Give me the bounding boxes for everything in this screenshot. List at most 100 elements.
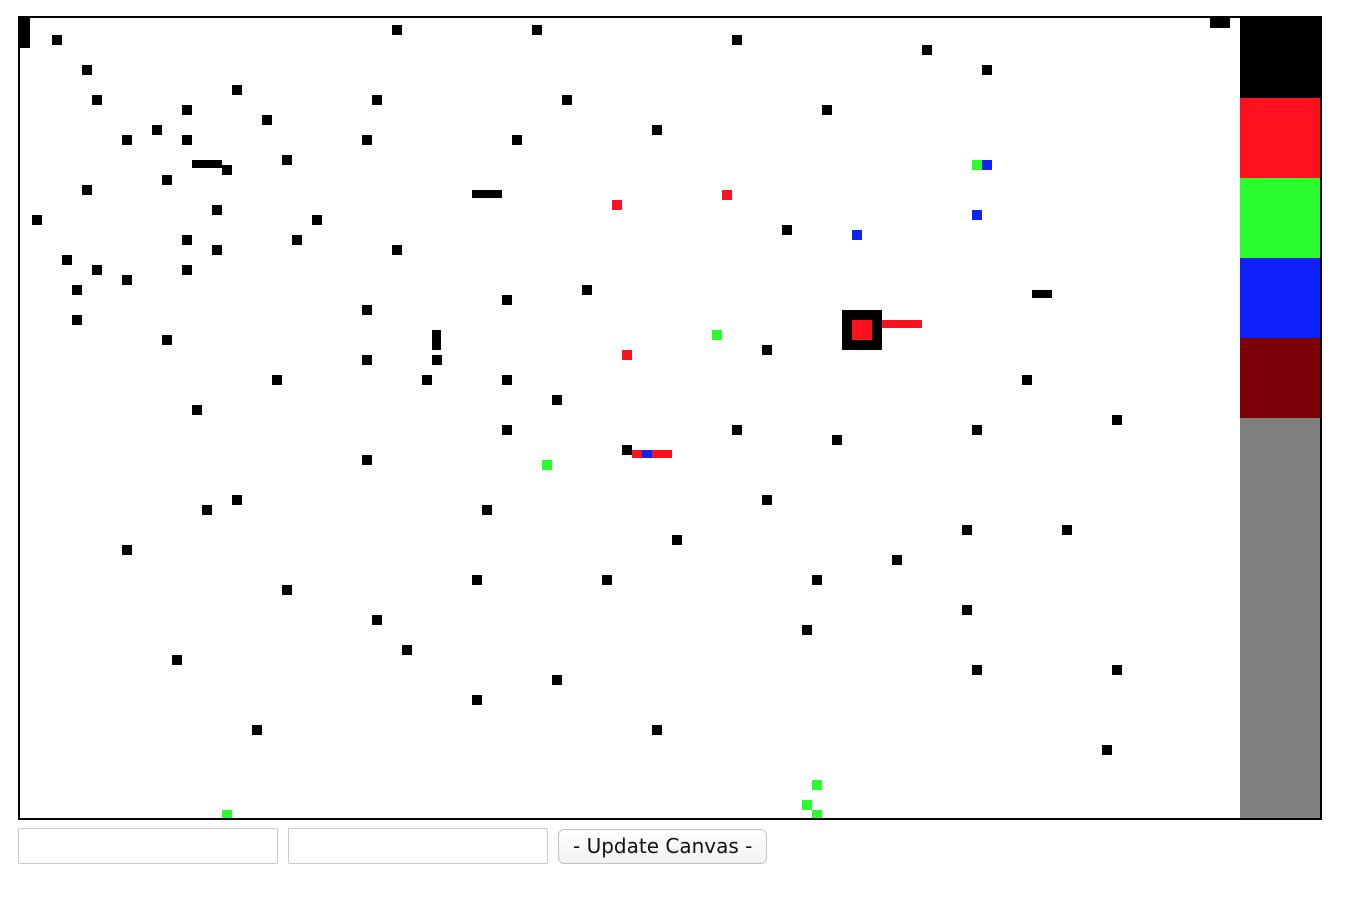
pixel-black	[182, 135, 192, 145]
pixel-green	[812, 810, 822, 818]
pixel-black	[972, 425, 982, 435]
pixel-green	[542, 460, 552, 470]
pixel-black	[602, 575, 612, 585]
pixel-black	[832, 435, 842, 445]
pixel-black	[472, 695, 482, 705]
pixel-black	[432, 355, 442, 365]
pixel-black	[822, 105, 832, 115]
pixel-black	[232, 85, 242, 95]
palette-swatch-black[interactable]	[1240, 18, 1320, 98]
controls-bar: - Update Canvas -	[18, 828, 768, 864]
pixel-black	[762, 495, 772, 505]
stroke-black	[432, 330, 441, 350]
pixel-black	[122, 545, 132, 555]
stroke-red	[652, 450, 672, 458]
pixel-black	[232, 495, 242, 505]
pixel-black	[812, 575, 822, 585]
second-input[interactable]	[288, 828, 548, 864]
pixel-green	[802, 800, 812, 810]
pixel-black	[212, 245, 222, 255]
pixel-black	[172, 655, 182, 665]
pixel-black	[62, 255, 72, 265]
pixel-black	[552, 395, 562, 405]
pixel-black	[162, 335, 172, 345]
pixel-black	[72, 315, 82, 325]
pixel-black	[1022, 375, 1032, 385]
palette-swatch-red[interactable]	[1240, 98, 1320, 178]
pixel-black	[52, 35, 62, 45]
pixel-blue	[982, 160, 992, 170]
pixel-black	[652, 125, 662, 135]
pixel-black	[532, 25, 542, 35]
pixel-black	[922, 45, 932, 55]
pixel-black	[182, 265, 192, 275]
pixel-black	[162, 175, 172, 185]
pixel-red	[632, 450, 642, 458]
update-canvas-button[interactable]: - Update Canvas -	[558, 828, 768, 864]
pixel-black	[672, 535, 682, 545]
pixel-black	[122, 275, 132, 285]
pixel-green	[712, 330, 722, 340]
pixel-black	[362, 455, 372, 465]
pixel-black	[1062, 525, 1072, 535]
pixel-black	[182, 105, 192, 115]
color-palette	[1240, 18, 1320, 818]
pixel-green	[972, 160, 982, 170]
first-input[interactable]	[18, 828, 278, 864]
pixel-black	[372, 95, 382, 105]
drawing-area	[18, 16, 1322, 820]
pixel-black	[92, 265, 102, 275]
pixel-canvas[interactable]	[20, 18, 1240, 818]
palette-swatch-blue[interactable]	[1240, 258, 1320, 338]
pixel-black	[82, 185, 92, 195]
pixel-black	[152, 125, 162, 135]
pixel-black	[72, 285, 82, 295]
pixel-black	[252, 725, 262, 735]
pixel-black	[972, 665, 982, 675]
pixel-black	[192, 405, 202, 415]
pixel-black	[482, 505, 492, 515]
pixel-black	[732, 425, 742, 435]
pixel-black	[502, 375, 512, 385]
pixel-black	[362, 135, 372, 145]
pixel-black	[1102, 745, 1112, 755]
pixel-black	[82, 65, 92, 75]
palette-swatch-dark-red[interactable]	[1240, 338, 1320, 418]
pixel-black	[622, 445, 632, 455]
pixel-black	[982, 65, 992, 75]
pixel-black	[472, 575, 482, 585]
pixel-black	[762, 345, 772, 355]
pixel-black	[652, 725, 662, 735]
pixel-black	[1112, 415, 1122, 425]
pixel-black	[212, 205, 222, 215]
pixel-black	[32, 215, 42, 225]
stroke-black	[20, 18, 30, 48]
pixel-black	[1112, 665, 1122, 675]
palette-swatch-green[interactable]	[1240, 178, 1320, 258]
palette-swatch-gray[interactable]	[1240, 418, 1320, 818]
pixel-black	[92, 95, 102, 105]
pixel-green	[812, 780, 822, 790]
pixel-black	[502, 425, 512, 435]
pixel-black	[122, 135, 132, 145]
pixel-black	[392, 25, 402, 35]
pixel-green	[222, 810, 232, 818]
pixel-black	[892, 555, 902, 565]
pixel-black	[732, 35, 742, 45]
pixel-black	[202, 505, 212, 515]
pixel-black	[582, 285, 592, 295]
stroke-black	[1210, 18, 1230, 28]
pixel-black	[282, 585, 292, 595]
pixel-black	[802, 625, 812, 635]
pixel-red	[722, 190, 732, 200]
pixel-black	[372, 615, 382, 625]
stroke-black	[472, 190, 502, 198]
pixel-black	[272, 375, 282, 385]
pixel-black	[282, 155, 292, 165]
pixel-black	[782, 225, 792, 235]
pixel-black	[562, 95, 572, 105]
pixel-black	[312, 215, 322, 225]
pixel-black	[962, 525, 972, 535]
pixel-blue	[972, 210, 982, 220]
pixel-black	[182, 235, 192, 245]
